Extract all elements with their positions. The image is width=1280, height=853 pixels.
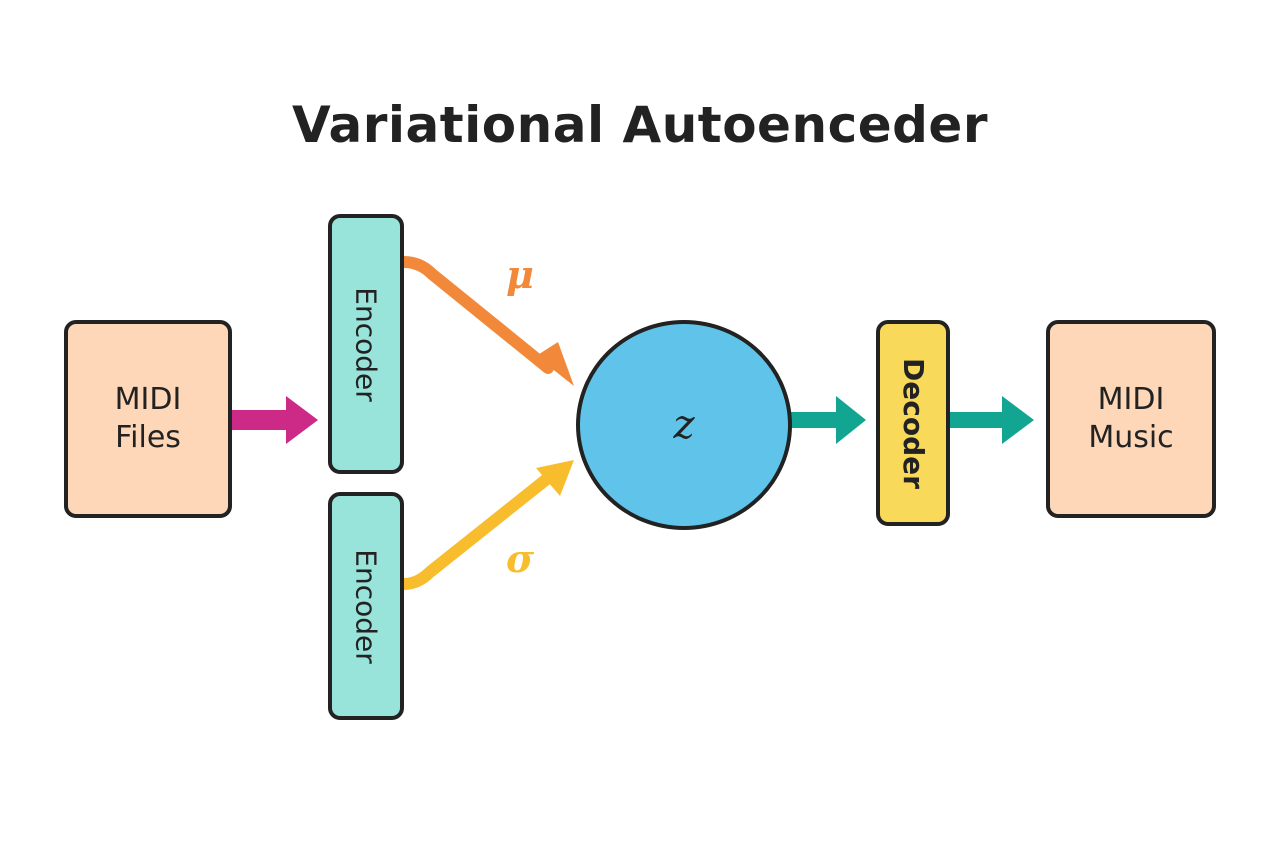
midi-music-box: MIDI Music [1046,320,1216,518]
mu-label: μ [506,252,534,297]
decoder-to-output-arrow [948,396,1034,444]
latent-to-decoder-arrow [790,396,866,444]
mu-arrow [398,256,574,386]
midi-music-label: MIDI Music [1088,382,1174,455]
midi-files-box: MIDI Files [64,320,232,518]
midi-files-label: MIDI Files [114,382,182,455]
diagram-title: Variational Autoenceder [292,96,988,154]
decoder-box: Decoder [876,320,950,526]
encoder-top-box: Encoder [328,214,404,474]
sigma-arrow [398,460,574,590]
input-arrow [232,396,318,444]
encoder-bottom-label: Encoder [349,548,383,664]
encoder-bottom-box: Encoder [328,492,404,720]
decoder-label: Decoder [896,357,930,489]
latent-z-circle: z [576,320,792,530]
encoder-top-label: Encoder [349,286,383,402]
latent-z-label: z [673,402,695,448]
sigma-label: σ [506,536,535,581]
